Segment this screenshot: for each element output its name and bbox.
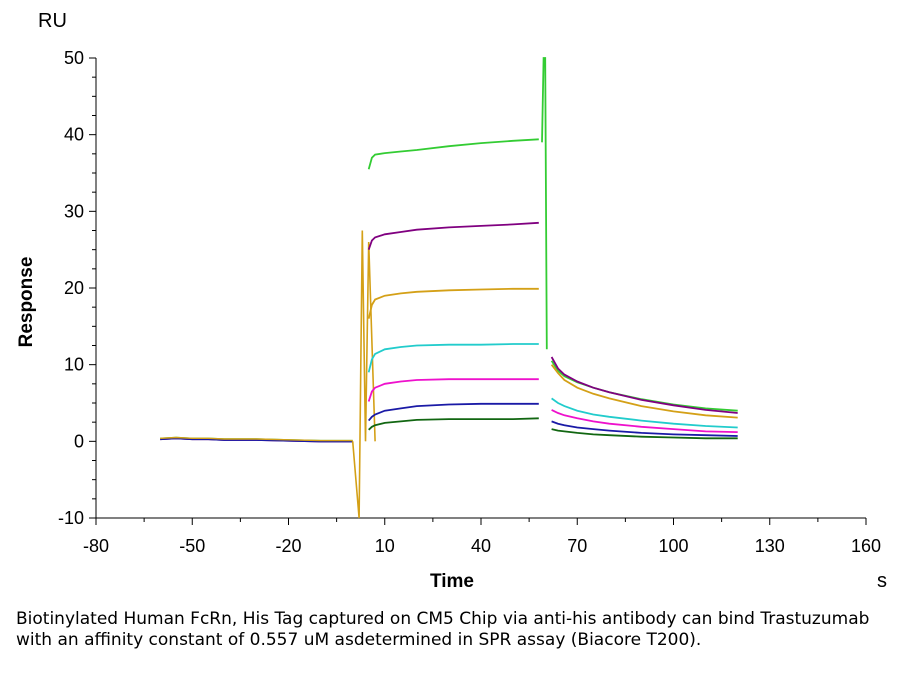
x-axis-label: Time — [430, 571, 474, 592]
x-tick-label: 40 — [471, 536, 491, 556]
association-trace-4 — [367, 343, 539, 373]
spr-sensorgram-chart: -10 0 10 20 30 40 50 -80 -50 -20 10 40 70 100 130 160 Ti… — [16, 48, 881, 592]
y-tick-label: 30 — [64, 201, 84, 221]
x-tick-label: 160 — [851, 536, 881, 556]
baseline-trace — [160, 437, 353, 443]
association-trace-3 — [367, 287, 539, 319]
y-tick-label: 40 — [64, 125, 84, 145]
y-tick-label: -10 — [58, 508, 84, 528]
x-tick-label: 10 — [375, 536, 395, 556]
association-trace-2 — [367, 221, 539, 250]
dissociation-trace-6 — [551, 420, 738, 437]
dissociation-trace-3 — [550, 364, 738, 419]
y-tick-label: 0 — [74, 431, 84, 451]
dissociation-trace-2 — [550, 356, 738, 414]
baseline-trace — [160, 436, 353, 442]
x-tick-label: 130 — [755, 536, 785, 556]
dissociation-spike — [541, 57, 548, 350]
figure-caption: Biotinylated Human FcRn, His Tag capture… — [16, 609, 870, 650]
x-tick-label: 70 — [567, 536, 587, 556]
x-tick-label: -50 — [179, 536, 205, 556]
y-tick-label: 10 — [64, 355, 84, 375]
x-tick-label: -20 — [275, 536, 301, 556]
association-trace-5 — [367, 378, 539, 402]
y-tick-label: 50 — [64, 48, 84, 68]
dissociation-trace-5 — [551, 409, 738, 433]
y-tick-label: 20 — [64, 278, 84, 298]
y-unit-label: RU — [38, 10, 67, 32]
x-unit-label: s — [877, 570, 887, 592]
dissociation-trace-7 — [551, 428, 738, 440]
injection-spike — [351, 230, 376, 519]
y-axis-label: Response — [16, 257, 37, 348]
association-trace-7 — [368, 417, 539, 431]
x-tick-label: -80 — [83, 536, 109, 556]
association-trace-1 — [367, 138, 539, 170]
dissociation-trace-4 — [551, 397, 738, 429]
x-tick-label: 100 — [658, 536, 688, 556]
association-trace-6 — [368, 402, 539, 422]
dissociation-trace-1 — [550, 360, 738, 412]
